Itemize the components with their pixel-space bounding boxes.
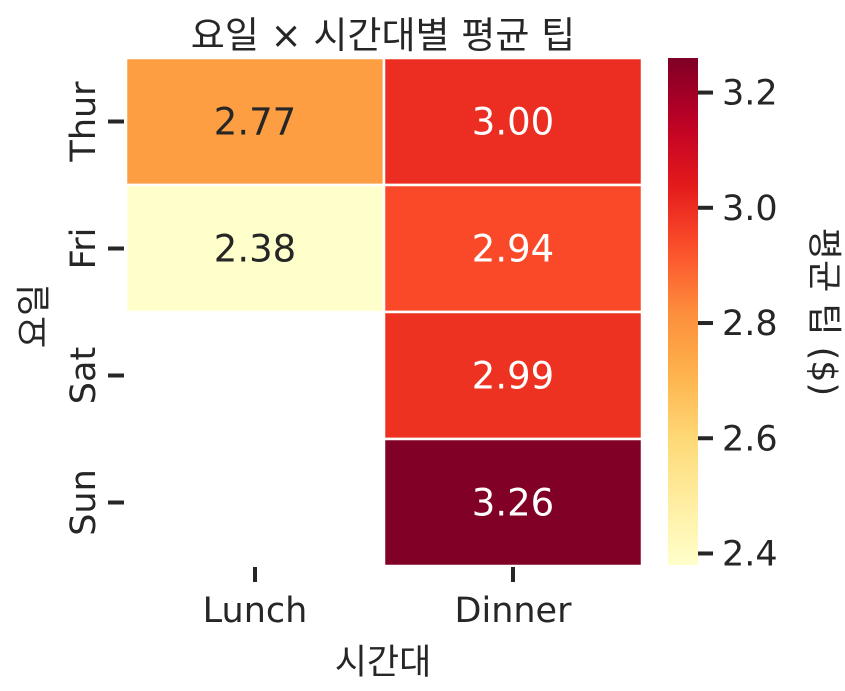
chart-title: 요일 × 시간대별 평균 팁 [191,14,575,57]
colorbar-tick-label: 3.0 [722,189,778,229]
colorbar-label: 평균 팁 ($) [803,228,843,396]
cell-value-label: 2.77 [214,101,296,144]
colorbar-tick-label: 2.4 [722,534,778,574]
y-tick-label: Sat [64,347,104,404]
y-tick-label: Fri [64,228,104,270]
cell-value-label: 2.38 [214,228,296,271]
y-tick-label: Sun [64,469,104,536]
colorbar-tick-label: 2.6 [722,419,778,459]
cell-value-label: 2.99 [472,355,554,398]
heatmap-cells: 2.77 3.00 2.38 2.94 2.99 3.26 [124,56,644,568]
y-axis-ticks: Thur Fri Sat Sun [64,81,124,536]
x-tick-label: Lunch [203,591,308,631]
cell-value-label: 2.94 [472,228,554,271]
y-tick-label: Thur [64,81,104,163]
colorbar-tick-label: 3.2 [722,74,778,114]
x-tick-label: Dinner [455,591,573,631]
colorbar: 2.4 2.6 2.8 3.0 3.2 [668,58,778,574]
colorbar-gradient [668,58,698,565]
colorbar-tick-label: 2.8 [722,304,778,344]
cell-value-label: 3.26 [472,482,554,525]
heatmap-cell-fri-lunch [124,183,386,314]
heatmap-cell-thur-dinner [382,56,644,187]
heatmap-cell-thur-lunch [124,56,386,187]
cell-value-label: 3.00 [472,101,554,144]
x-axis-label: 시간대 [335,643,432,683]
heatmap-cell-fri-dinner [382,183,644,314]
heatmap-cell-sun-dinner [382,437,644,568]
x-axis-ticks: Lunch Dinner [203,567,572,631]
y-axis-label: 요일 [15,284,55,348]
